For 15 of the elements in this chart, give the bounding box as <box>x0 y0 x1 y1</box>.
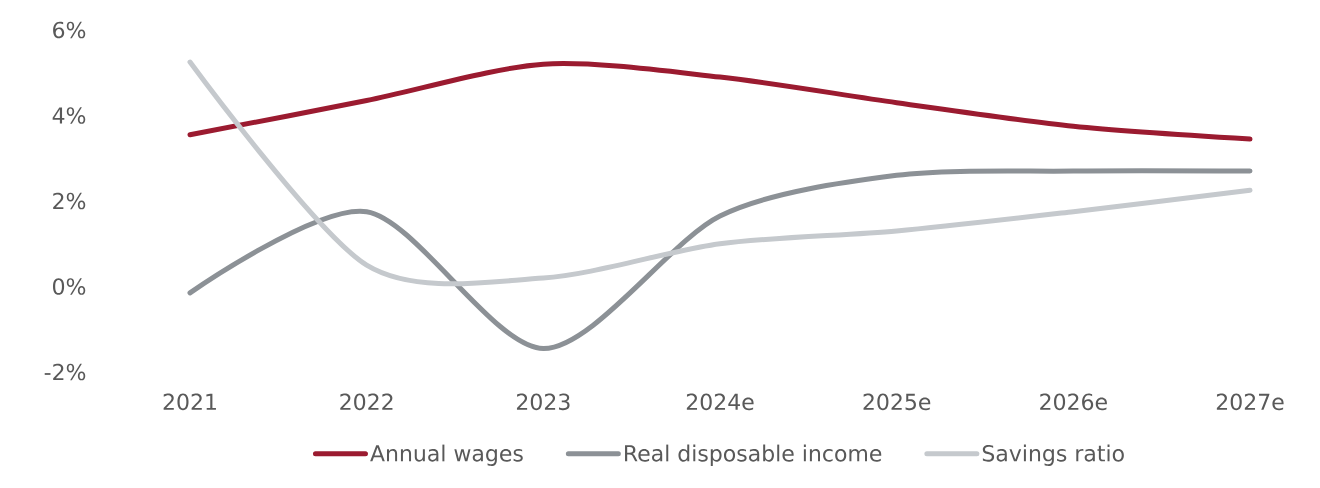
legend-label: Annual wages <box>370 444 523 466</box>
x-tick-label: 2024e <box>686 393 754 411</box>
x-tick-label: 2021 <box>163 393 216 411</box>
y-tick-label: 0% <box>53 278 86 295</box>
y-tick-label: 2% <box>53 192 86 210</box>
legend-label: Savings ratio <box>982 444 1124 466</box>
legend-label: Real disposable income <box>625 444 882 466</box>
x-tick-label: 2022 <box>340 393 393 411</box>
y-tick-label: -2% <box>44 363 86 381</box>
x-tick-label: 2023 <box>516 393 570 411</box>
x-tick-label: 2027e <box>1216 393 1284 411</box>
y-tick-label: 4% <box>52 107 86 124</box>
y-tick-label: 6% <box>53 21 86 39</box>
x-tick-label: 2026e <box>1040 393 1107 411</box>
x-tick-label: 2025e <box>863 393 931 411</box>
